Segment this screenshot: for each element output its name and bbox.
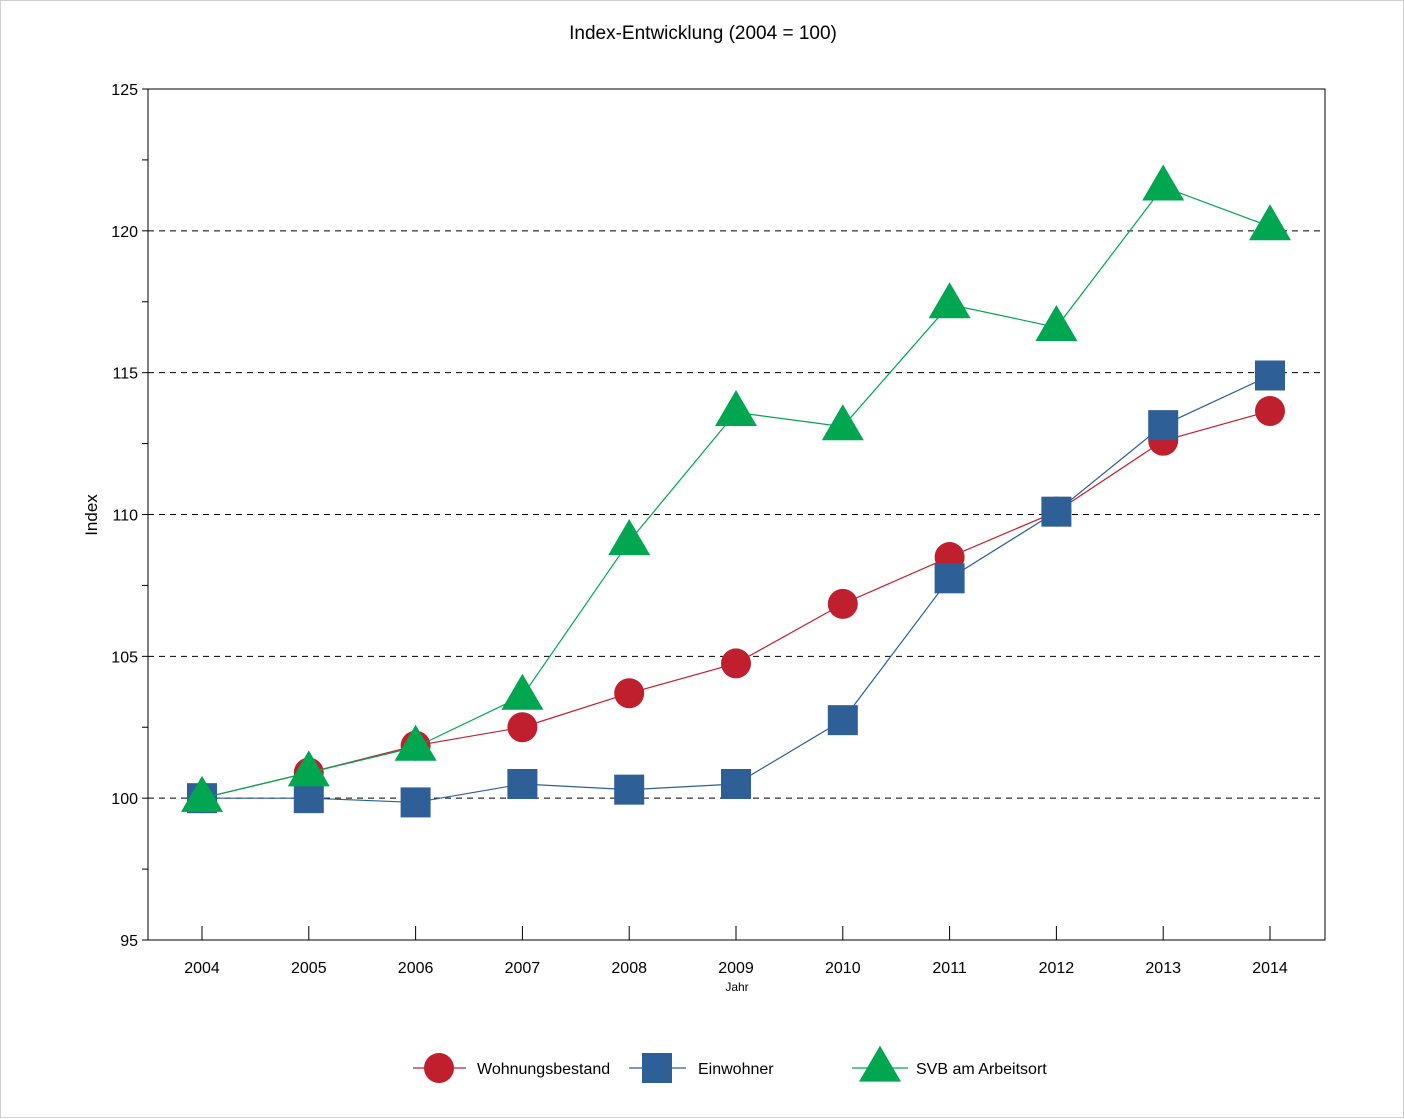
- series-wohnungsbestand: [187, 395, 1285, 814]
- data-point: [614, 774, 645, 805]
- data-point: [1249, 204, 1291, 241]
- legend-marker: [642, 1053, 672, 1083]
- data-point: [827, 705, 858, 736]
- data-point: [507, 712, 538, 743]
- series-einwohner: [187, 360, 1285, 818]
- x-axis: 2004 2005 2006 2007 2008 2009 2010 2011 2012 2013…: [184, 926, 1288, 977]
- data-point: [394, 724, 437, 761]
- legend-marker: [859, 1045, 901, 1082]
- series-line: [202, 374, 1271, 804]
- data-point: [501, 673, 544, 710]
- data-point: [928, 282, 971, 319]
- y-axis-label: Index: [82, 494, 101, 536]
- x-tick-label: 2010: [825, 960, 861, 977]
- data-point: [507, 768, 538, 799]
- series-svb-am-arbeitsort: [181, 164, 1291, 812]
- data-point: [721, 768, 751, 799]
- data-point: [1035, 304, 1078, 341]
- series-line: [201, 186, 1271, 799]
- y-tick-label: 95: [120, 933, 138, 950]
- data-point: [1142, 164, 1185, 201]
- data-point: [287, 750, 330, 787]
- legend-label: SVB am Arbeitsort: [916, 1061, 1047, 1078]
- data-point: [821, 404, 864, 441]
- x-tick-label: 2004: [184, 960, 220, 977]
- data-point: [934, 563, 965, 594]
- grid-lines: [148, 230, 1325, 799]
- legend: Wohnungsbestand Einwohner SVB am Arbeitsor…: [413, 1045, 1047, 1083]
- data-point: [608, 519, 651, 556]
- y-tick-label: 105: [111, 649, 138, 666]
- x-tick-label: 2012: [1039, 960, 1075, 977]
- data-point: [181, 775, 223, 812]
- legend-item: Wohnungsbestand: [413, 1053, 610, 1083]
- data-point: [1148, 410, 1179, 441]
- data-point: [1255, 395, 1285, 426]
- x-tick-label: 2008: [611, 960, 647, 977]
- series-layer: [181, 164, 1291, 818]
- data-point: [721, 648, 751, 679]
- data-point: [715, 390, 757, 427]
- x-tick-label: 2013: [1145, 960, 1181, 977]
- data-point: [400, 787, 431, 818]
- x-tick-label: 2005: [291, 960, 327, 977]
- y-axis: 95 100 105 110 115 120 125: [111, 82, 148, 950]
- chart-title: Index-Entwicklung (2004 = 100): [569, 23, 837, 44]
- legend-item: Einwohner: [629, 1053, 774, 1083]
- y-tick-label: 100: [111, 791, 138, 808]
- y-tick-label: 125: [111, 82, 138, 99]
- y-tick-label: 110: [112, 508, 138, 525]
- legend-marker: [424, 1053, 454, 1083]
- x-tick-label: 2014: [1252, 960, 1288, 977]
- legend-item: SVB am Arbeitsort: [852, 1045, 1047, 1082]
- legend-label: Wohnungsbestand: [477, 1061, 610, 1078]
- data-point: [1041, 496, 1072, 527]
- y-tick-label: 115: [112, 366, 138, 383]
- legend-label: Einwohner: [698, 1061, 774, 1078]
- x-tick-label: 2007: [505, 960, 541, 977]
- x-tick-label: 2006: [398, 960, 434, 977]
- data-point: [1255, 360, 1285, 391]
- data-point: [614, 678, 645, 709]
- x-axis-label: Jahr: [725, 980, 748, 994]
- y-tick-label: 120: [111, 224, 138, 241]
- x-tick-label: 2011: [932, 960, 967, 977]
- data-point: [293, 783, 324, 814]
- data-point: [827, 588, 858, 619]
- x-tick-label: 2009: [718, 960, 754, 977]
